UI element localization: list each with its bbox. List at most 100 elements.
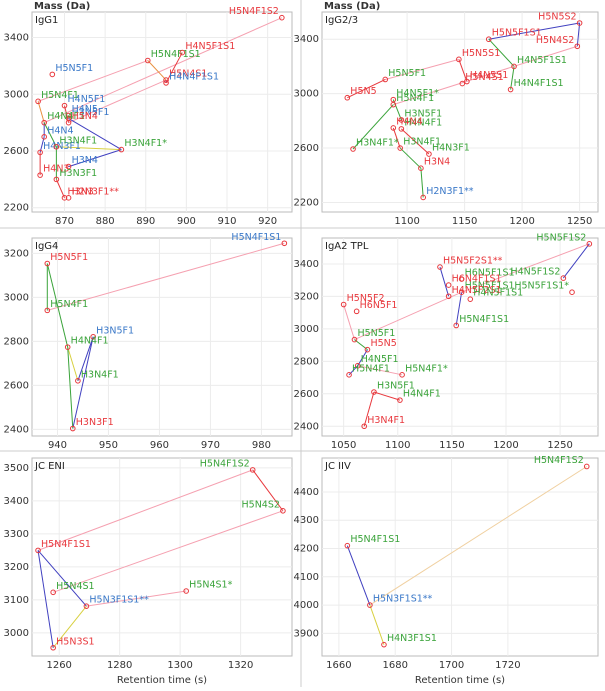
point [397,397,403,403]
plot-area [31,11,293,213]
point-label: H5N4F1S2 [534,455,584,466]
x-tick-label: 1050 [331,440,356,451]
link-line [562,243,590,279]
panel-title: IgG2/3 [325,15,358,26]
link-line [52,510,284,593]
point [65,195,72,201]
x-tick-label: 1720 [495,660,520,671]
point-label: H5N4F1* [405,363,448,374]
x-tick-label: 1260 [46,660,71,671]
y-tick-label: 2200 [4,203,29,214]
plot-area [321,11,599,213]
point-label: H5N5 [370,338,396,349]
point-label: H5N4 [72,111,98,122]
x-tick-label: 980 [252,440,271,451]
y-axis-label: Mass (Da) [324,1,380,12]
y-tick-label: 3400 [294,259,319,270]
y-tick-label: 2800 [4,336,29,347]
point-label: H4N5F1 [361,354,399,365]
point-label: H5N5F1 [388,68,426,79]
y-tick-label: 4300 [294,515,319,526]
link-line [346,545,371,606]
point-label: H5N5S2 [538,12,576,23]
point [507,86,514,93]
link-line [385,58,459,80]
point-label: H5N4F1S1 [350,534,400,545]
link-line [37,60,148,102]
y-tick-label: 4100 [294,572,319,583]
link-line [458,59,468,82]
x-tick-label: 960 [150,440,169,451]
link-line [357,365,403,376]
link-line [510,66,515,90]
panel-title: IgA2 TPL [325,241,369,252]
point [351,336,358,343]
point [344,94,351,101]
link-line [455,292,463,326]
point-label: H6N5F1 [360,300,398,311]
point-label: H3N5F1 [96,325,134,336]
x-tick-label: 1200 [493,440,518,451]
point-label: H5N4F1 [352,363,390,374]
point [280,508,286,514]
point-label: H5N4S1* [189,579,232,590]
link-line [165,52,183,84]
link-line [67,346,79,381]
point [35,547,41,554]
point-label: H3N3 [68,186,94,197]
point [37,149,43,156]
point-label: H5N5F1S2 [536,232,586,243]
y-tick-label: 3000 [294,89,319,100]
point-label: H4N5F2S1 [452,285,502,296]
point-label: H4N4F1 [403,389,441,400]
point-label: H4N5F1S1 [473,288,523,299]
link-line [68,117,122,151]
y-tick-label: 3100 [4,595,29,606]
point-label: H5N4F1S2 [229,6,279,17]
y-tick-label: 3300 [4,529,29,540]
point-label: H5N5F1 [357,328,395,339]
x-tick-label: 950 [99,440,118,451]
x-axis-label: Retention time (s) [415,675,505,686]
y-tick-label: 3900 [294,628,319,639]
point-label: H5N5F1S1 [465,281,515,292]
y-tick-label: 3000 [294,324,319,335]
point [65,163,72,170]
link-line [363,391,375,427]
x-tick-label: 1680 [382,660,407,671]
x-tick-label: 1660 [326,660,351,671]
point [371,389,377,395]
link-line [43,17,283,124]
point [44,307,51,314]
point [381,641,387,648]
x-tick-label: 1100 [394,216,419,227]
link-line [401,128,430,155]
link-line [72,336,94,429]
link-line [399,147,422,169]
x-tick-label: 1280 [107,660,132,671]
point [183,588,189,594]
point-label: H5N4F1S2 [200,458,250,469]
link-line [488,22,580,40]
point-label: H5N5S1 [462,48,500,59]
point-label: H4N4F1 [71,336,109,347]
x-tick-label: 880 [96,216,115,227]
point [83,603,90,609]
panel-title: JC ENI [34,461,65,472]
point-label: H4N3F1S1 [387,633,437,644]
y-tick-label: 2600 [294,389,319,400]
point-label: H5N4F1S1 [151,49,201,60]
point [445,293,452,300]
point [53,176,60,183]
point-label: H3N4F1 [403,137,441,148]
point-label: H4N4 [47,125,73,136]
x-tick-label: 910 [217,216,236,227]
point [163,80,169,86]
point-label: H5N4F1 [41,90,79,101]
y-tick-label: 2600 [294,143,319,154]
point [397,145,404,151]
point [437,264,443,270]
point-label: H5N3F1S1** [373,594,433,605]
point-label: H3N4 [424,157,450,168]
